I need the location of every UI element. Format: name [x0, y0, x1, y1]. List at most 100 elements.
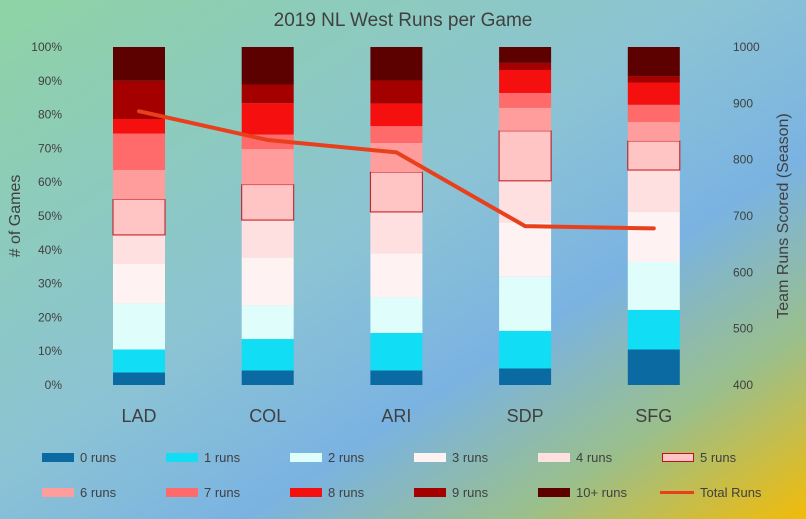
bar-segment	[113, 303, 165, 350]
bar-segment	[627, 82, 680, 105]
bar-segment	[241, 305, 294, 340]
legend-label: 5 runs	[700, 450, 737, 465]
legend-item-9-runs: 9 runs	[414, 485, 488, 500]
bar-segment	[627, 47, 680, 77]
y-tick-label: 100%	[31, 40, 62, 54]
legend-item-3-runs: 3 runs	[414, 450, 488, 465]
y-tick-label: 50%	[38, 209, 62, 223]
bar-segment	[370, 142, 423, 173]
y-tick-label: 60%	[38, 175, 62, 189]
bar-segment	[627, 140, 681, 171]
bar-segment	[627, 349, 680, 385]
y-tick-label: 20%	[38, 310, 62, 324]
legend-label: 0 runs	[80, 450, 117, 465]
legend-item-8-runs: 8 runs	[290, 485, 364, 500]
legend-item-1-runs: 1 runs	[166, 450, 240, 465]
bar-segment	[113, 234, 165, 264]
x-tick-label: COL	[249, 406, 286, 426]
bar-segment	[241, 257, 294, 306]
bar-segment	[627, 122, 680, 141]
x-tick-label: SDP	[507, 406, 544, 426]
bar-segment	[499, 47, 552, 63]
bar-segment	[113, 263, 165, 304]
legend-swatch	[166, 488, 198, 497]
y-axis-label: # of Games	[7, 174, 24, 258]
x-tick-label: SFG	[635, 406, 672, 426]
legend-item-4-runs: 4 runs	[538, 450, 612, 465]
bar-segment	[113, 118, 165, 134]
bar-segment	[627, 309, 680, 350]
bar-segment	[498, 130, 552, 182]
bar-segment	[113, 133, 165, 171]
bar-segment	[113, 349, 165, 373]
legend-item-total-runs: Total Runs	[660, 485, 761, 500]
legend-swatch	[42, 453, 74, 462]
y2-tick-label: 800	[733, 153, 753, 167]
legend-label: 8 runs	[328, 485, 365, 500]
y2-tick-label: 500	[733, 322, 753, 336]
bar-segment	[241, 84, 294, 104]
bar-segment	[499, 92, 552, 108]
total-runs-line	[137, 109, 656, 231]
bar-segment	[370, 370, 423, 385]
legend-item-5-runs: 5 runs	[662, 450, 736, 465]
bar-segment	[370, 103, 423, 127]
bar-segment	[499, 330, 552, 369]
bar-segment	[499, 276, 552, 331]
legend: 0 runs 1 runs 2 runs 3 runs 4 runs 5 run…	[0, 446, 806, 506]
legend-label: 6 runs	[80, 485, 117, 500]
legend-label: 3 runs	[452, 450, 489, 465]
bar-segment	[370, 297, 423, 333]
legend-swatch	[414, 488, 446, 497]
y-tick-label: 80%	[38, 108, 62, 122]
bar-segment	[370, 253, 423, 298]
legend-item-6-runs: 6 runs	[42, 485, 116, 500]
legend-label: 7 runs	[204, 485, 241, 500]
y-tick-label: 30%	[38, 277, 62, 291]
y-tick-label: 90%	[38, 74, 62, 88]
y-tick-label: 0%	[45, 378, 63, 392]
bar-segment	[627, 211, 680, 262]
bar-segment	[627, 76, 680, 83]
legend-swatch	[662, 453, 694, 462]
bar-segment	[499, 222, 552, 277]
legend-item-2-runs: 2 runs	[290, 450, 364, 465]
bar-segment	[241, 220, 294, 258]
legend-swatch	[166, 453, 198, 462]
bar-segment	[241, 47, 294, 85]
bar-segment	[627, 170, 680, 212]
bar-segment	[241, 339, 294, 371]
bar-segment	[370, 80, 423, 104]
y2-tick-label: 1000	[733, 40, 760, 54]
legend-label: 1 runs	[204, 450, 241, 465]
bar-segment	[370, 47, 423, 81]
bar-segment	[370, 126, 423, 143]
bar-segment	[241, 184, 295, 221]
bar-segment	[499, 62, 552, 70]
y2-tick-label: 900	[733, 96, 753, 110]
bar-segment	[113, 372, 165, 385]
bar-segment	[499, 368, 552, 385]
legend-label: 10+ runs	[576, 485, 627, 500]
bar-segment	[113, 170, 165, 200]
bar-segment	[499, 107, 552, 131]
bar-segment	[627, 261, 680, 310]
bar-segment	[627, 104, 680, 123]
legend-label: 2 runs	[328, 450, 365, 465]
y-tick-label: 40%	[38, 243, 62, 257]
x-tick-label: ARI	[381, 406, 411, 426]
bar-segment	[369, 171, 423, 213]
legend-label: 9 runs	[452, 485, 489, 500]
bar-segment	[370, 211, 423, 254]
y-tick-label: 10%	[38, 344, 62, 358]
legend-swatch	[42, 488, 74, 497]
bar-segment	[241, 103, 294, 135]
legend-label: Total Runs	[700, 485, 762, 500]
legend-swatch	[538, 453, 570, 462]
legend-label: 4 runs	[576, 450, 613, 465]
x-tick-label: LAD	[121, 406, 156, 426]
bar-segment	[241, 370, 294, 385]
bar-segment	[113, 47, 165, 81]
